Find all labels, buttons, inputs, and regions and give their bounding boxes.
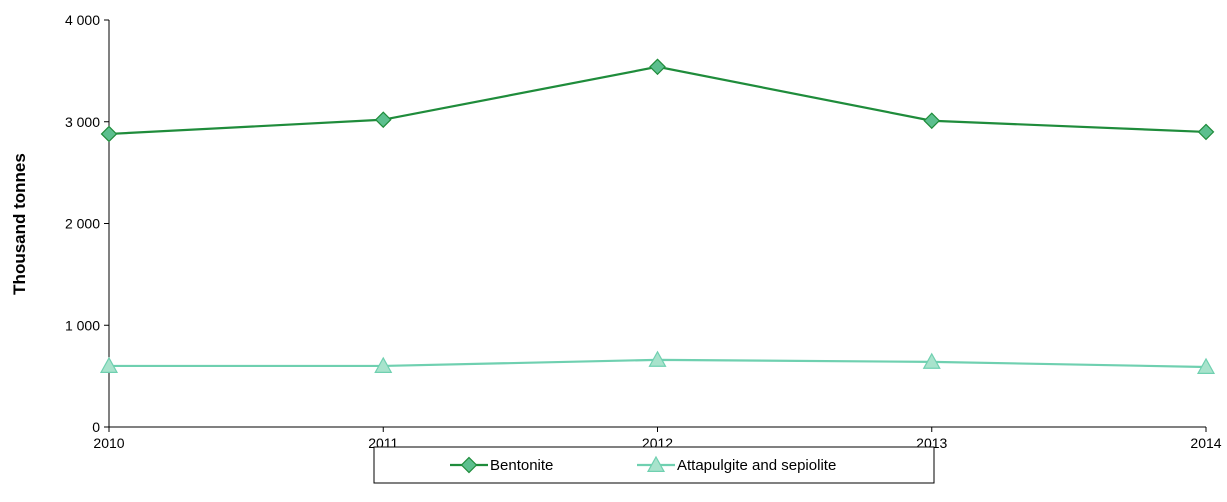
data-point (374, 356, 393, 373)
series-bentonite (100, 58, 1215, 143)
x-tick-label: 2014 (1190, 435, 1221, 451)
data-point (648, 350, 667, 367)
y-axis-ticks: 0 1 000 2 000 3 000 4 000 (65, 12, 109, 435)
data-point (1196, 357, 1216, 374)
legend: Bentonite Attapulgite and sepiolite (373, 446, 935, 484)
data-point (923, 112, 941, 130)
data-point (922, 352, 941, 369)
y-axis-title: Thousand tonnes (10, 153, 29, 295)
data-point (1197, 123, 1215, 141)
series-attapulgite-sepiolite (99, 350, 1216, 374)
data-point (99, 356, 119, 373)
y-tick-label: 1 000 (65, 317, 100, 333)
legend-label: Attapulgite and sepiolite (677, 457, 836, 474)
legend-marker (646, 455, 666, 472)
chart-series (99, 58, 1216, 374)
y-tick-label: 4 000 (65, 12, 100, 28)
data-point (100, 125, 118, 143)
series-line (108, 65, 1207, 136)
y-tick-label: 3 000 (65, 114, 100, 130)
legend-marker (460, 456, 478, 474)
data-point (374, 111, 392, 129)
y-tick-label: 2 000 (65, 216, 100, 232)
y-tick-label: 0 (92, 419, 100, 435)
legend-label: Bentonite (490, 457, 553, 474)
data-point (649, 58, 666, 76)
x-tick-label: 2010 (93, 435, 124, 451)
